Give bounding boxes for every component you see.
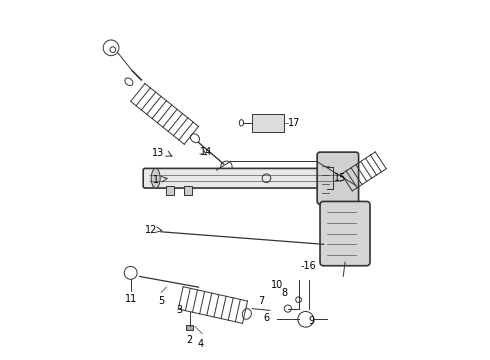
Text: 14: 14 [200,147,213,157]
Ellipse shape [151,168,160,188]
FancyBboxPatch shape [186,325,193,330]
Text: 9: 9 [308,316,314,326]
Text: 11: 11 [124,294,137,304]
FancyBboxPatch shape [320,202,370,266]
Text: 5: 5 [158,296,164,306]
Text: 6: 6 [263,312,270,323]
FancyBboxPatch shape [317,152,359,204]
Text: 10: 10 [271,280,283,291]
Text: 8: 8 [281,288,287,297]
Text: 4: 4 [197,339,203,349]
Text: 1: 1 [153,175,159,185]
FancyBboxPatch shape [166,186,174,195]
Text: 13: 13 [152,148,165,158]
FancyBboxPatch shape [252,114,284,132]
Text: 7: 7 [258,296,264,306]
Text: 15: 15 [334,173,347,183]
Text: 3: 3 [176,305,182,315]
Text: 17: 17 [288,118,300,128]
FancyBboxPatch shape [143,168,347,188]
Text: 12: 12 [145,225,157,235]
FancyBboxPatch shape [184,186,192,195]
Text: 2: 2 [187,335,193,345]
Text: -16: -16 [300,261,316,271]
